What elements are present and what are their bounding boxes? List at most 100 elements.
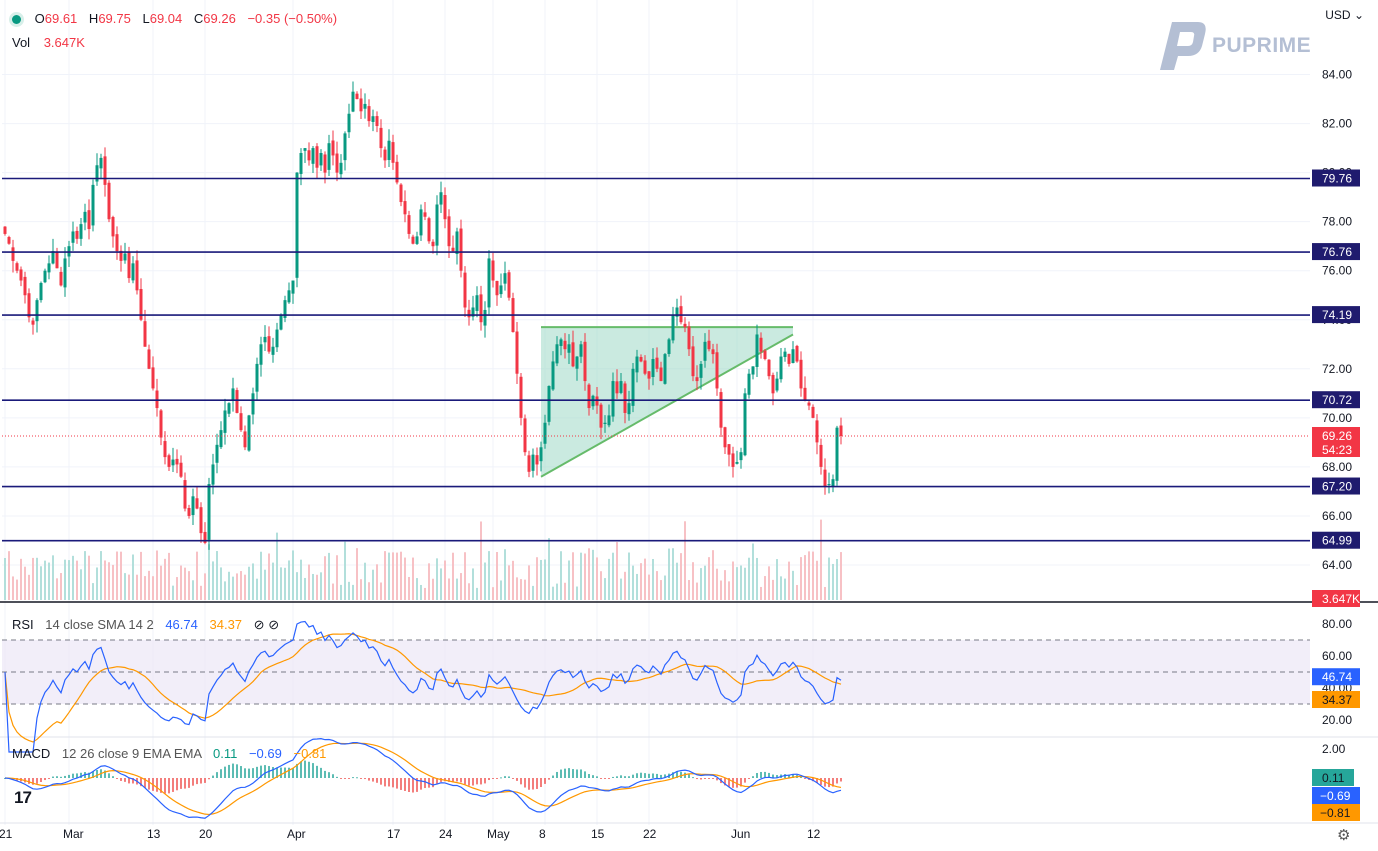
volume-label: Vol [12, 35, 31, 50]
volume-bar [296, 572, 298, 600]
candle-body [683, 323, 687, 328]
macd-histogram-bar [684, 772, 686, 778]
macd-histogram-bar [704, 778, 706, 779]
macd-histogram-bar [576, 769, 578, 778]
macd-histogram-bar [340, 778, 342, 779]
last-price-bg [1312, 427, 1360, 458]
macd-histogram-bar [840, 778, 842, 782]
level-price-label-bg [1312, 169, 1360, 187]
volume-bar [216, 551, 218, 600]
macd-histogram-bar [168, 778, 170, 794]
volume-bar [592, 549, 594, 600]
volume-bar [696, 582, 698, 600]
triangle-bottom-line [540, 333, 794, 478]
volume-bar [232, 576, 234, 600]
rsi-ma-line [4, 633, 842, 743]
time-axis-label: 21 [0, 827, 13, 841]
macd-histogram-bar [200, 778, 202, 784]
volume-bar [40, 566, 42, 600]
candle-body [287, 290, 291, 303]
macd-histogram-bar [308, 761, 310, 778]
hide-icon-2[interactable]: ⊘ [268, 617, 280, 632]
price-tick-label: 64.00 [1322, 558, 1352, 572]
volume-bar [656, 571, 658, 600]
candle-body [179, 462, 183, 477]
currency-selector[interactable]: USD ⌄ [1325, 8, 1364, 22]
volume-bar [204, 573, 206, 600]
macd-histogram-bar [800, 776, 802, 778]
candle-body [127, 252, 131, 279]
candle-body [531, 454, 535, 471]
volume-bar [528, 565, 530, 600]
macd-histogram-bar [472, 778, 474, 786]
macd-histogram-bar [208, 778, 210, 780]
hide-icon[interactable]: ⊘ [253, 617, 265, 632]
volume-bar [584, 553, 586, 600]
candle-body [295, 172, 299, 278]
volume-bar [692, 562, 694, 600]
macd-histogram-bar [672, 772, 674, 778]
volume-bar [176, 577, 178, 600]
time-axis-label: 13 [147, 827, 161, 841]
level-price-label: 64.99 [1322, 534, 1352, 548]
macd-histogram-bar [712, 778, 714, 779]
macd-histogram-bar [276, 767, 278, 778]
volume-bar [808, 551, 810, 600]
candle-body [567, 344, 571, 353]
macd-histogram-bar [592, 775, 594, 778]
candle-body [283, 300, 287, 318]
rsi-tick-label: 20.00 [1322, 713, 1352, 727]
candle-body [595, 396, 599, 406]
macd-histogram-bar [740, 778, 742, 787]
macd-histogram-bar [452, 778, 454, 783]
brand-logo-text: PUPRIME [1212, 34, 1312, 57]
volume-bar [64, 559, 66, 600]
volume-bar [144, 576, 146, 600]
volume-bar [672, 548, 674, 600]
candle-body [555, 344, 559, 364]
macd-histogram-bar [44, 778, 46, 781]
candle-body [719, 392, 723, 428]
macd-line [4, 738, 842, 819]
volume-bar [572, 552, 574, 600]
candle-body [99, 157, 103, 169]
candle-body [655, 357, 659, 369]
candle-body [771, 374, 775, 394]
macd-histogram-bar [680, 771, 682, 778]
candle-body [91, 184, 95, 226]
volume-bar [748, 557, 750, 600]
macd-histogram-bar [412, 778, 414, 793]
candle-body [431, 241, 435, 247]
candle-body [439, 192, 443, 205]
settings-gear-icon[interactable]: ⚙ [1337, 827, 1351, 844]
level-price-label: 70.72 [1322, 393, 1352, 407]
candle-body [615, 381, 619, 394]
candle-body [279, 314, 283, 330]
candle-body [775, 378, 779, 391]
volume-bar [288, 560, 290, 600]
macd-histogram-bar [464, 778, 466, 785]
candle-body [71, 231, 75, 243]
macd-histogram-bar [828, 778, 830, 788]
volume-bar [196, 551, 198, 600]
volume-bar [784, 578, 786, 600]
macd-histogram-bar [156, 778, 158, 792]
volume-bar [108, 562, 110, 600]
level-price-label-bg [1312, 391, 1360, 409]
macd-histogram-bar [528, 778, 530, 790]
volume-bar [160, 565, 162, 600]
macd-histogram-bar [88, 772, 90, 778]
volume-bar [728, 581, 730, 600]
macd-histogram-bar [588, 774, 590, 778]
macd-histogram-bar [336, 776, 338, 778]
candle-body [427, 218, 431, 242]
candle-body [835, 427, 839, 481]
candle-body [11, 247, 15, 261]
candle-body [779, 356, 783, 380]
candle-body [379, 127, 383, 149]
candle-body [735, 462, 739, 464]
volume-bar [576, 586, 578, 600]
candle-body [87, 210, 91, 230]
candle-body [603, 422, 607, 425]
